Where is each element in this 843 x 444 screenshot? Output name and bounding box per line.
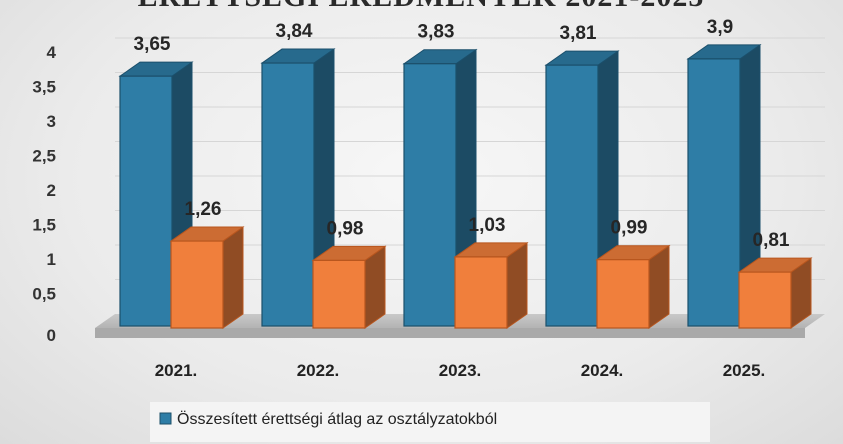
data-label-series-1-2: 3,84: [276, 21, 313, 42]
y-tick-label: 2,5: [32, 147, 56, 166]
data-label-series-2-1: 1,26: [185, 199, 222, 220]
legend-label-series-1: Összesített érettségi átlag az osztályza…: [177, 410, 497, 428]
bar-series-1-3: [403, 63, 457, 327]
y-tick-label: 3,5: [32, 78, 56, 97]
y-tick-label: 0,5: [32, 285, 56, 304]
y-tick-label: 4: [47, 43, 57, 62]
bar-series-2-2: [312, 259, 366, 329]
bar-side-2-1: [222, 226, 244, 329]
data-label-series-1-1: 3,65: [134, 34, 171, 55]
x-tick-label-2: 2022.: [297, 361, 340, 380]
y-tick-label: 2: [47, 181, 56, 200]
data-label-series-2-5: 0,81: [753, 230, 790, 251]
chart-floor-front: [95, 328, 805, 338]
data-label-series-1-5: 3,9: [707, 17, 733, 38]
bar-series-2-4: [596, 259, 650, 329]
bar-series-2-3: [454, 256, 508, 329]
bar-series-1-4: [545, 64, 599, 327]
x-tick-label-4: 2024.: [581, 361, 624, 380]
data-label-series-1-4: 3,81: [560, 23, 597, 44]
chart-title: ÉRETTSÉGI EREDMÉNYEK 2021-2025: [138, 0, 705, 13]
bar-side-2-3: [506, 241, 528, 329]
x-tick-label-3: 2023.: [439, 361, 482, 380]
data-label-series-2-3: 1,03: [469, 215, 506, 236]
x-tick-label-1: 2021.: [155, 361, 198, 380]
legend: Összesített érettségi átlag az osztályza…: [150, 402, 710, 442]
bar-series-2-5: [738, 271, 792, 329]
data-label-series-1-3: 3,83: [418, 22, 455, 43]
y-tick-label: 3: [47, 112, 56, 131]
y-tick-label: 1,5: [32, 216, 56, 235]
x-tick-label-5: 2025.: [723, 361, 766, 380]
y-tick-label: 0: [47, 326, 56, 345]
legend-box: [150, 402, 710, 442]
bar-series-2-1: [170, 240, 224, 329]
bar-series-1-5: [687, 58, 741, 327]
bar-series-1-2: [261, 62, 315, 327]
legend-swatch-series-1: [159, 412, 172, 425]
data-label-series-2-4: 0,99: [611, 218, 648, 239]
data-label-series-2-2: 0,98: [327, 218, 364, 239]
y-tick-label: 1: [47, 250, 56, 269]
bar-series-1-1: [119, 75, 173, 327]
